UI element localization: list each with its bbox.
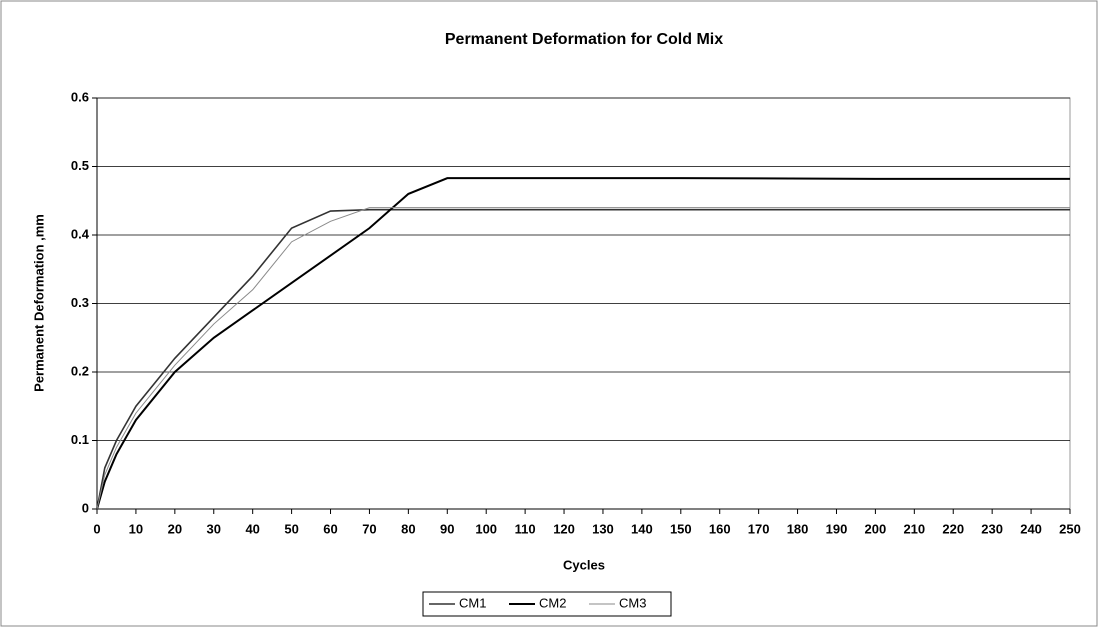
x-tick-label: 170 — [748, 521, 770, 536]
x-tick-label: 160 — [709, 521, 731, 536]
x-tick-label: 150 — [670, 521, 692, 536]
x-tick-label: 30 — [207, 521, 221, 536]
x-tick-label: 10 — [129, 521, 143, 536]
x-tick-label: 240 — [1020, 521, 1042, 536]
legend-label: CM1 — [459, 595, 486, 610]
x-tick-label: 220 — [942, 521, 964, 536]
y-tick-label: 0.2 — [71, 363, 89, 378]
x-tick-label: 120 — [553, 521, 575, 536]
x-tick-label: 250 — [1059, 521, 1081, 536]
x-tick-label: 110 — [515, 521, 536, 536]
x-tick-label: 90 — [440, 521, 454, 536]
x-tick-label: 140 — [631, 521, 653, 536]
x-tick-label: 60 — [323, 521, 337, 536]
y-axis-label: Permanent Deformation ,mm — [31, 214, 46, 392]
x-tick-label: 210 — [903, 521, 925, 536]
x-tick-label: 80 — [401, 521, 415, 536]
x-tick-label: 230 — [981, 521, 1003, 536]
x-tick-label: 130 — [592, 521, 614, 536]
x-tick-label: 50 — [284, 521, 298, 536]
y-tick-label: 0.6 — [71, 89, 89, 104]
y-tick-label: 0.3 — [71, 295, 89, 310]
x-tick-label: 0 — [93, 521, 100, 536]
x-tick-label: 190 — [826, 521, 848, 536]
series-line — [96, 177, 1070, 510]
series-line — [96, 207, 1070, 510]
x-tick-label: 100 — [475, 521, 497, 536]
y-tick-label: 0.1 — [71, 432, 89, 447]
legend-label: CM2 — [539, 595, 566, 610]
series-line — [96, 208, 1070, 510]
y-tick-label: 0.4 — [71, 226, 90, 241]
x-tick-label: 40 — [245, 521, 259, 536]
legend-box — [422, 591, 672, 617]
x-axis-label: Cycles — [563, 557, 605, 572]
legend-label: CM3 — [619, 595, 646, 610]
chart-title: Permanent Deformation for Cold Mix — [445, 31, 723, 48]
x-tick-label: 70 — [362, 521, 376, 536]
x-tick-label: 200 — [865, 521, 887, 536]
y-tick-label: 0.5 — [71, 158, 89, 173]
x-tick-label: 20 — [168, 521, 182, 536]
y-tick-label: 0 — [82, 500, 89, 515]
x-tick-label: 180 — [787, 521, 809, 536]
